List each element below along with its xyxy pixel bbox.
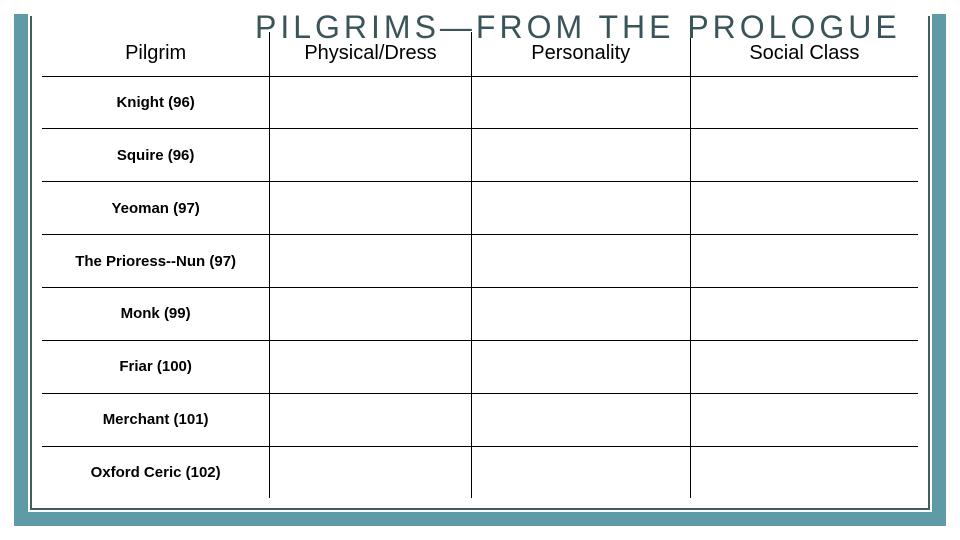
table-row: Squire (96) xyxy=(42,129,918,182)
cell-pilgrim: Merchant (101) xyxy=(42,393,270,446)
cell-social xyxy=(690,393,918,446)
table-row: Merchant (101) xyxy=(42,393,918,446)
table-row: Monk (99) xyxy=(42,288,918,341)
cell-personality xyxy=(471,76,690,129)
cell-physical xyxy=(270,235,471,288)
cell-personality xyxy=(471,288,690,341)
table-row: The Prioress--Nun (97) xyxy=(42,235,918,288)
cell-physical xyxy=(270,340,471,393)
table-row: Knight (96) xyxy=(42,76,918,129)
cell-social xyxy=(690,446,918,498)
cell-pilgrim: Squire (96) xyxy=(42,129,270,182)
header-pilgrim: Pilgrim xyxy=(42,32,270,76)
cell-social xyxy=(690,76,918,129)
cell-physical xyxy=(270,393,471,446)
table-body: Knight (96) Squire (96) Yeoman (97) The … xyxy=(42,76,918,498)
cell-social xyxy=(690,182,918,235)
cell-personality xyxy=(471,129,690,182)
cell-physical xyxy=(270,446,471,498)
cell-personality xyxy=(471,446,690,498)
cell-pilgrim: The Prioress--Nun (97) xyxy=(42,235,270,288)
cell-social xyxy=(690,129,918,182)
cell-personality xyxy=(471,393,690,446)
table-row: Oxford Ceric (102) xyxy=(42,446,918,498)
slide-title: PILGRIMS—FROM THE PROLOGUE xyxy=(255,8,901,46)
cell-pilgrim: Friar (100) xyxy=(42,340,270,393)
cell-pilgrim: Monk (99) xyxy=(42,288,270,341)
cell-personality xyxy=(471,182,690,235)
cell-physical xyxy=(270,182,471,235)
cell-physical xyxy=(270,76,471,129)
content-area: Pilgrim Physical/Dress Personality Socia… xyxy=(42,32,918,498)
cell-personality xyxy=(471,340,690,393)
cell-social xyxy=(690,235,918,288)
cell-physical xyxy=(270,129,471,182)
cell-pilgrim: Yeoman (97) xyxy=(42,182,270,235)
cell-personality xyxy=(471,235,690,288)
cell-social xyxy=(690,288,918,341)
cell-social xyxy=(690,340,918,393)
table-row: Friar (100) xyxy=(42,340,918,393)
pilgrims-table: Pilgrim Physical/Dress Personality Socia… xyxy=(42,32,918,498)
cell-pilgrim: Knight (96) xyxy=(42,76,270,129)
cell-physical xyxy=(270,288,471,341)
cell-pilgrim: Oxford Ceric (102) xyxy=(42,446,270,498)
table-row: Yeoman (97) xyxy=(42,182,918,235)
